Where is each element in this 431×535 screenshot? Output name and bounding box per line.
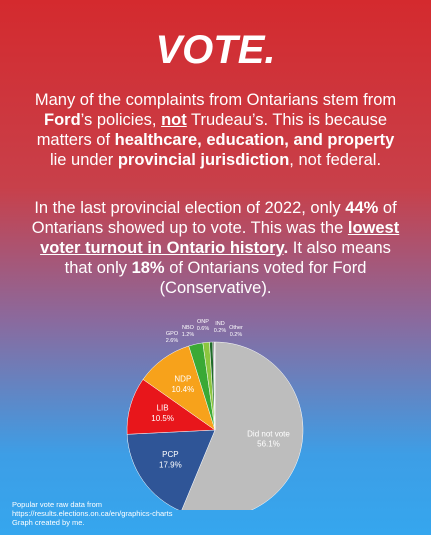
text-run: ’s policies, [80,111,162,129]
slice-label: PCP [162,450,178,459]
text-run: 18% [131,259,165,277]
paragraph: Many of the complaints from Ontarians st… [30,90,401,170]
slice-value: 10.5% [151,414,174,423]
text-run: healthcare, education, and property [114,131,395,149]
pie-slice [126,429,216,510]
footnote: Popular vote raw data from https://result… [12,500,173,527]
text-run: , not federal. [289,151,382,169]
text-run: Ford [44,111,81,129]
footnote-line: https://results.elections.on.ca/en/graph… [12,509,173,518]
slice-label: LIB [157,403,169,412]
text-run: not [161,111,187,129]
slice-label: Other [229,325,243,331]
slice-value: 1.2% [182,332,195,338]
slice-value: 0.2% [214,328,227,334]
slice-value: 17.9% [159,460,182,469]
slice-value: 0.6% [197,326,210,332]
pie-slice [213,341,216,431]
slice-label: NBO [182,325,195,331]
text-run: lie under [49,151,118,169]
slice-value: 0.2% [230,332,243,338]
slice-label: IND [215,321,225,327]
paragraph: In the last provincial election of 2022,… [30,198,401,298]
slice-label: GPO [166,331,179,337]
text-run: In the last provincial election of 2022,… [34,199,346,217]
text-run: . [283,239,289,257]
footnote-line: Graph created by me. [12,518,85,527]
text-run: 44% [345,199,379,217]
text-run: of Ontarians showed up to vote. This was… [31,199,397,237]
slice-label: Did not vote [247,429,290,438]
slice-value: 56.1% [257,440,280,449]
text-run: provincial jurisdiction [117,151,290,169]
footnote-line: Popular vote raw data from [12,500,103,509]
slice-label: NDP [174,375,191,384]
slice-value: 10.4% [172,385,195,394]
slice-label: ONP [197,319,209,325]
text-run: It also means that only [64,239,391,277]
pie-slice [181,341,304,510]
text-run: Trudeau’s. This is because matters of [36,111,387,149]
title: VOTE. [155,28,276,72]
slice-value: 2.6% [166,338,179,344]
text-run: of Ontarians voted for Ford (Conservativ… [159,259,367,297]
text-run: lowest voter turnout in Ontario history [40,219,400,257]
text-run: Many of the complaints from Ontarians st… [34,91,397,109]
